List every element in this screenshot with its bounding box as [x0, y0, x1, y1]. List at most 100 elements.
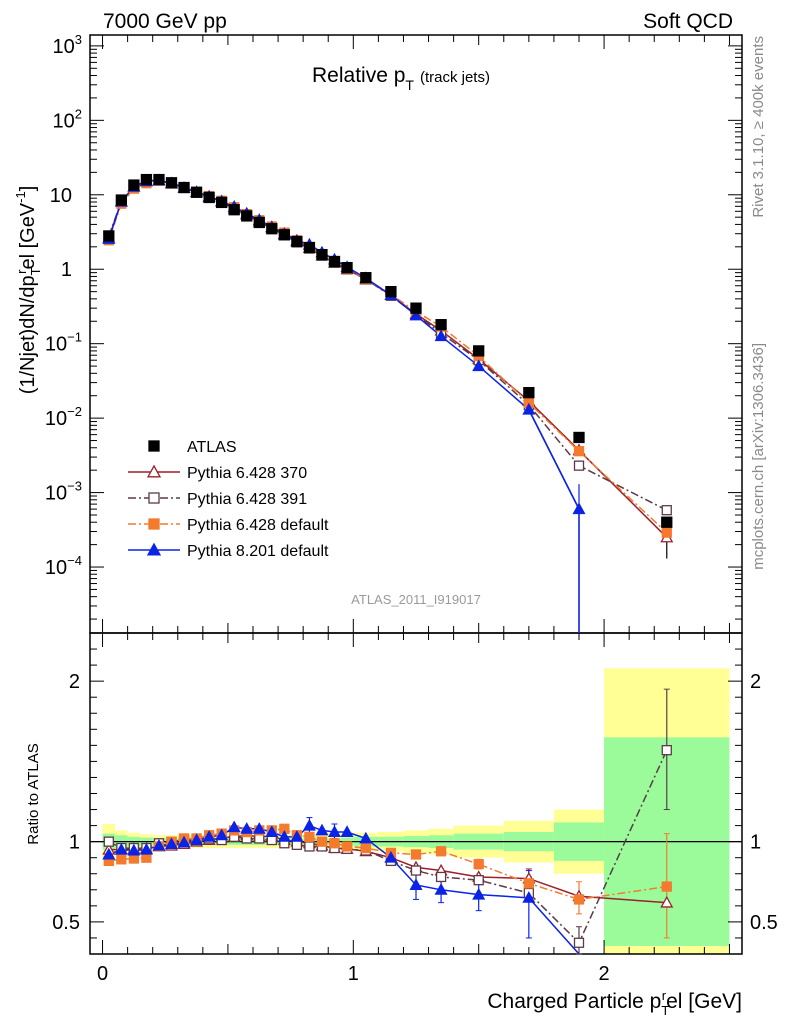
ratio-data-point: [410, 849, 422, 860]
legend-marker: [146, 542, 162, 556]
legend-label: Pythia 6.428 391: [187, 491, 307, 508]
ratio-y-tick-label-right: 1: [750, 832, 761, 854]
ratio-data-point: [240, 822, 254, 834]
main-data-point: [216, 196, 228, 209]
main-y-axis-label: (1/Njet)dN/dpTrel [GeV-1]: [13, 186, 43, 395]
tick-label-base: 10: [45, 557, 67, 579]
main-data-point: [573, 446, 585, 457]
main-y-tick-label: 10−1: [45, 330, 82, 356]
ratio-series-markers: [102, 745, 674, 948]
ratio-data-point: [116, 854, 127, 865]
main-y-tick-label: 1: [61, 259, 72, 281]
ratio-data-point: [315, 823, 329, 836]
axis-ticks: [90, 35, 742, 954]
main-y-tick-label: 10−2: [45, 404, 82, 430]
main-data-point: [434, 329, 448, 342]
ratio-data-point: [304, 841, 315, 852]
main-data-point: [178, 181, 190, 194]
ratio-y-tick-label-right: 2: [750, 671, 761, 693]
ratio-data-point: [473, 875, 484, 886]
ratio-data-point: [102, 847, 116, 860]
main-data-point: [253, 216, 265, 229]
legend-marker: [148, 518, 160, 530]
main-y-label-sup: r: [14, 269, 29, 274]
header-process-label: Soft QCD: [643, 10, 733, 33]
ratio-data-point: [103, 836, 114, 847]
main-data-point: [291, 235, 303, 248]
ratio-data-point: [277, 830, 291, 842]
ratio-data-point: [573, 937, 585, 948]
main-data-point: [328, 255, 341, 268]
main-data-point: [128, 179, 140, 191]
ratio-data-point: [359, 831, 373, 844]
main-data-point: [409, 308, 423, 321]
main-data-point: [523, 386, 535, 399]
main-data-point: [385, 285, 397, 298]
main-data-point: [115, 194, 127, 206]
main-y-tick-label: 10−3: [45, 479, 82, 505]
ratio-data-point: [522, 891, 536, 903]
main-data-point: [522, 402, 536, 415]
plot-title-extra: (track jets): [420, 69, 490, 86]
tick-label-exponent: −3: [67, 479, 82, 494]
tick-label-base: 10: [53, 36, 75, 58]
ratio-data-point: [660, 895, 674, 908]
tick-label-base: 10: [53, 110, 75, 132]
legend-marker: [148, 492, 160, 504]
ratio-data-point: [661, 881, 672, 892]
main-y-label-close: ]: [17, 186, 39, 192]
analysis-tag: ATLAS_2011_I919017: [351, 592, 481, 607]
ratio-data-point: [329, 838, 340, 849]
ratio-data-point: [202, 830, 216, 842]
main-data-point: [153, 173, 165, 186]
ratio-data-point: [360, 842, 371, 854]
main-data-point: [303, 241, 316, 254]
ratio-data-point: [302, 818, 316, 831]
main-data-point: [661, 527, 672, 538]
main-data-point: [410, 302, 422, 314]
main-data-point: [661, 516, 673, 528]
legend-label: Pythia 6.428 default: [187, 517, 329, 534]
x-tick-label: 2: [599, 963, 610, 985]
ratio-data-point: [435, 846, 447, 857]
ratio-data-point: [410, 865, 422, 876]
main-data-point: [316, 248, 328, 261]
main-data-point: [140, 173, 153, 186]
plot-title-main: Relative p: [312, 64, 405, 87]
tick-label-exponent: 2: [75, 106, 82, 121]
tick-label-exponent: 3: [75, 32, 82, 47]
ratio-data-point: [265, 825, 279, 837]
ratio-data-point: [384, 850, 398, 863]
ratio-uncertainty-bands: [90, 668, 742, 954]
ratio-data-point: [435, 871, 447, 883]
ratio-data-point: [252, 822, 266, 834]
ratio-data-point: [434, 883, 448, 895]
main-data-point: [103, 230, 115, 242]
legend-marker: [146, 464, 162, 478]
source-label: mcplots.cern.ch [arXiv:1306.3436]: [750, 343, 767, 570]
x-tick-label: 0: [97, 963, 108, 985]
tick-label-exponent: −4: [67, 553, 82, 568]
ratio-data-point: [177, 835, 191, 848]
main-data-point: [573, 460, 585, 471]
legend-label: Pythia 6.428 370: [187, 465, 307, 482]
main-data-point: [360, 272, 372, 284]
x-label-main: Charged Particle p: [487, 990, 661, 1013]
ratio-y-tick-label: 0.5: [52, 912, 80, 934]
x-label-tail: el [GeV]: [666, 990, 742, 1013]
tick-label-exponent: −1: [67, 330, 82, 345]
ratio-data-point: [190, 833, 204, 846]
ratio-data-point: [340, 825, 354, 837]
main-y-label-main: (1/Njet)dN/dp: [17, 275, 39, 394]
ratio-data-point: [523, 878, 534, 889]
ratio-data-point: [164, 837, 179, 850]
main-y-label-tail: el [GeV: [17, 202, 39, 269]
ratio-data-point: [127, 843, 141, 856]
main-data-point: [266, 223, 278, 235]
ratio-y-tick-label-right: 0.5: [750, 912, 778, 934]
main-y-label-unit-sup: -1: [13, 191, 28, 203]
ratio-data-point: [304, 831, 315, 842]
tick-label-base: 1: [61, 259, 72, 281]
main-y-tick-label: 10: [50, 185, 72, 207]
